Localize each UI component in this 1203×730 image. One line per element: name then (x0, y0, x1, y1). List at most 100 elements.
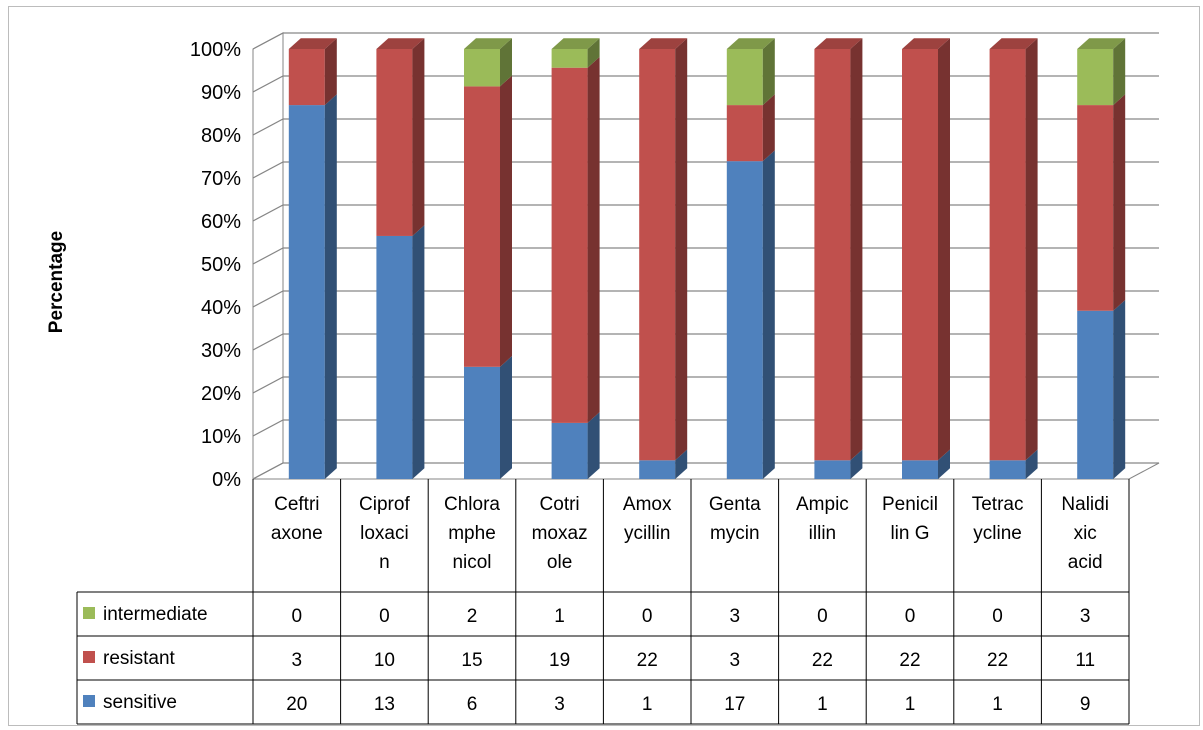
category-label-line: Ampic (796, 494, 849, 515)
category-label: Cotri moxaz ole (532, 494, 588, 573)
bar-front (1077, 310, 1114, 479)
bar-segment-sensitive (902, 449, 950, 479)
bar-front (989, 49, 1026, 461)
bar-segment-sensitive (1077, 299, 1126, 479)
legend-key-intermediate (83, 607, 95, 619)
category-label: Ampic illin (796, 494, 849, 544)
bar-front (639, 460, 676, 479)
category-label-line: Amox (623, 494, 672, 515)
y-tick-label: 50% (201, 254, 241, 276)
gridline (252, 462, 1159, 480)
bar-top (551, 38, 600, 49)
category-label-line: n (379, 552, 390, 573)
bar-top (1077, 38, 1126, 49)
category-label-line: Chlora (444, 494, 500, 515)
y-tick-label: 0% (212, 469, 241, 491)
bar-segment-sensitive (288, 94, 337, 479)
category-label-line: xic (1074, 523, 1097, 544)
category-label-line: moxaz (532, 523, 588, 544)
bar-top (989, 38, 1038, 49)
category-label-line: ycillin (624, 523, 670, 544)
category-label-line: lin G (890, 523, 929, 544)
bar-segment-resistant (1077, 94, 1126, 311)
bar-segment-resistant (551, 56, 600, 423)
category-label: Genta mycin (709, 494, 761, 544)
bar-side (587, 412, 600, 479)
category-label-line: mphe (448, 523, 496, 544)
category-label-line: Genta (709, 494, 761, 515)
category-label: Ciprof loxaci n (359, 494, 410, 573)
bar-segment-resistant (464, 75, 512, 367)
bar-segment-resistant (902, 38, 950, 461)
gridline (252, 161, 1159, 179)
bar-side (938, 449, 950, 479)
bar-side (500, 75, 512, 367)
bar-segment-intermediate (551, 38, 600, 68)
bar-side (412, 225, 425, 479)
bar-front (551, 422, 588, 479)
bar-top (726, 38, 775, 49)
category-label-line: loxaci (360, 523, 409, 544)
bar-front (1077, 49, 1114, 106)
table-cell: 1 (554, 606, 565, 627)
bar-segment-resistant (814, 38, 863, 461)
bar-side (1113, 38, 1126, 106)
table-cell: 3 (1080, 606, 1091, 627)
bar-side (1025, 449, 1038, 479)
y-tick-label: 40% (201, 297, 241, 319)
table-cell: 1 (905, 694, 916, 715)
y-axis-title: Percentage (46, 231, 67, 333)
bar-segment-resistant (288, 38, 337, 106)
category-label: Nalidi xic acid (1061, 494, 1109, 573)
bar-side (675, 449, 688, 479)
bar-segment-intermediate (1077, 38, 1126, 106)
table-cell: 0 (642, 606, 653, 627)
category-label: Amox ycillin (623, 494, 672, 544)
bar-side (938, 38, 950, 461)
bar-side (850, 38, 863, 461)
gridlines (252, 32, 1159, 480)
bar-front (551, 67, 588, 423)
table-cell: 3 (730, 606, 741, 627)
table-cell: 11 (1075, 650, 1095, 671)
bar-front (639, 49, 676, 461)
table-cell: 0 (905, 606, 916, 627)
table-cell: 0 (992, 606, 1003, 627)
table-cell: 9 (1080, 694, 1091, 715)
gridline (252, 32, 1159, 50)
table-cell: 1 (992, 694, 1003, 715)
bar-side (762, 150, 775, 480)
bar-top (902, 38, 950, 49)
table-cell: 0 (379, 606, 390, 627)
bar-front (814, 49, 851, 461)
bar-segment-resistant (989, 38, 1038, 461)
bar-segment-sensitive (464, 356, 512, 479)
bar-segment-resistant (726, 94, 775, 162)
bar-front (376, 49, 413, 236)
bar-top (288, 38, 337, 49)
category-label-line: Ciprof (359, 494, 410, 515)
table-cell: 1 (642, 694, 653, 715)
table-cell: 17 (724, 694, 745, 715)
table-cell: 19 (549, 650, 570, 671)
category-label-line: Ceftri (274, 494, 319, 515)
table-cell: 20 (286, 694, 307, 715)
category-label-line: illin (809, 523, 836, 544)
y-tick-label: 10% (201, 426, 241, 448)
bar-top (376, 38, 425, 49)
bars (288, 38, 1126, 480)
chart-frame: 0% 10% 20% 30% 40% 50% 60% 70% 80% 90% 100% Percent… (8, 6, 1200, 726)
table-cell: 22 (899, 650, 920, 671)
table-cell: 22 (987, 650, 1008, 671)
bar-front (376, 235, 413, 479)
gridline (252, 419, 1159, 437)
bar-front (902, 49, 938, 461)
table-cell: 22 (637, 650, 658, 671)
bar-segment-intermediate (464, 38, 512, 87)
row-label-resistant: resistant (103, 648, 176, 669)
row-label-sensitive: sensitive (103, 692, 177, 713)
bar-side (587, 38, 600, 68)
bar-side (500, 38, 512, 87)
bar-front (989, 460, 1026, 479)
bar-segment-intermediate (726, 38, 775, 106)
